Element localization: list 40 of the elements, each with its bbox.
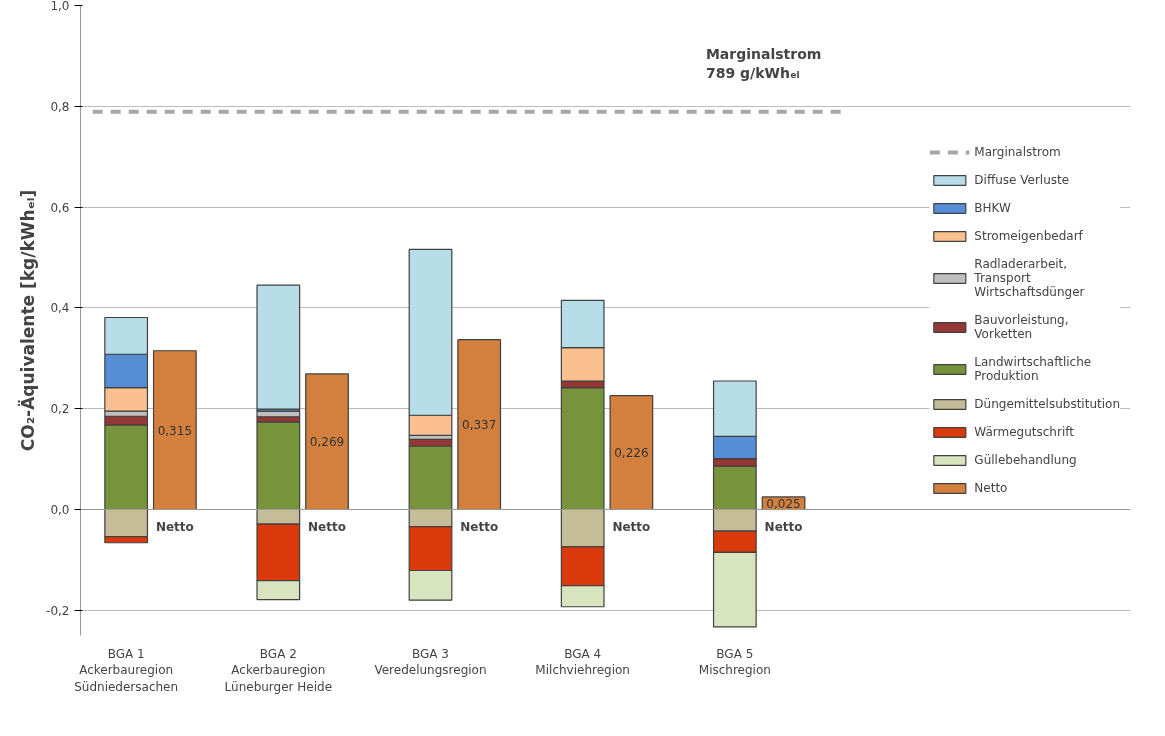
y-axis-title: CO₂-Äquivalente [kg/kWhₑₗ] bbox=[17, 189, 39, 452]
legend-label: Wärmegutschrift bbox=[974, 425, 1074, 439]
legend-label: Netto bbox=[974, 481, 1008, 495]
y-tick-label: 0,0 bbox=[50, 503, 70, 517]
y-tick-label: 0,4 bbox=[50, 301, 70, 316]
x-tick-label: Netto bbox=[308, 519, 346, 534]
legend-label: Bauvorleistung, Vorketten bbox=[974, 313, 1069, 341]
x-tick-label: BGA 3 Veredelungsregion bbox=[374, 646, 487, 678]
data-label: 0,315 bbox=[157, 423, 193, 438]
data-label: 0,269 bbox=[309, 435, 345, 450]
y-tick-label: 0,8 bbox=[50, 99, 70, 114]
x-tick-label: BGA 2 Ackerbauregion Lüneburger Heide bbox=[224, 646, 333, 695]
legend-label: Diffuse Verluste bbox=[974, 173, 1070, 187]
x-tick-label: BGA 5 Mischregion bbox=[698, 646, 771, 678]
y-tick-label: 0,6 bbox=[50, 200, 70, 215]
x-tick-label: Netto bbox=[764, 519, 803, 534]
y-tick-label: 0,2 bbox=[50, 402, 70, 417]
x-tick-label: BGA 1 Ackerbauregion Südniedersachen bbox=[74, 646, 179, 695]
bar bbox=[152, 350, 197, 511]
y-tick-label: -0,2 bbox=[46, 603, 70, 618]
legend-label: Güllebehandlung bbox=[974, 453, 1077, 467]
bar bbox=[609, 395, 654, 511]
data-label: 0,337 bbox=[462, 418, 497, 433]
data-label: 0,025 bbox=[766, 496, 801, 511]
bar bbox=[256, 284, 301, 410]
x-tick-label: Netto bbox=[155, 519, 194, 534]
x-tick-label: Netto bbox=[460, 519, 499, 534]
bar bbox=[457, 339, 502, 511]
x-tick-label: BGA 4 Milchviehregion bbox=[535, 646, 630, 678]
y-tick-label: 1,0 bbox=[50, 0, 70, 13]
bar bbox=[305, 373, 349, 511]
legend-label: Düngemittelsubstitution bbox=[974, 397, 1120, 411]
annotation: Marginalstrom 789 g/kWhₑₗ bbox=[705, 45, 822, 81]
legend-label: BHKW bbox=[974, 201, 1011, 215]
x-tick-label: Netto bbox=[612, 519, 651, 534]
legend-label: Radladerarbeit, Transport Wirtschaftsdünger bbox=[974, 257, 1085, 299]
legend-label: Landwirtschaftliche Produktion bbox=[974, 355, 1092, 383]
legend-label: Marginalstrom bbox=[974, 145, 1061, 159]
data-label: 0,226 bbox=[614, 446, 649, 461]
legend-label: Stromeigenbedarf bbox=[974, 229, 1083, 243]
